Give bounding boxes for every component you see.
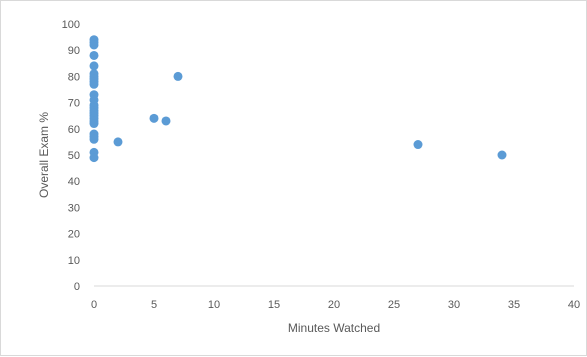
y-tick-label: 100 [62, 19, 80, 31]
data-point [161, 116, 171, 126]
y-tick-label: 20 [68, 229, 80, 241]
data-point [173, 71, 183, 81]
data-point [89, 50, 99, 60]
data-point [89, 119, 99, 129]
x-axis-tick-labels: 0 5 10 15 20 25 30 35 40 [91, 299, 580, 311]
y-tick-label: 30 [68, 202, 80, 214]
y-tick-label: 40 [68, 176, 80, 188]
x-tick-label: 35 [508, 299, 520, 311]
y-tick-label: 0 [74, 281, 80, 293]
y-tick-label: 10 [68, 255, 80, 267]
y-axis-title: Overall Exam % [37, 112, 51, 198]
data-point [89, 61, 99, 71]
y-tick-label: 90 [68, 45, 80, 57]
data-point [89, 153, 99, 163]
x-tick-label: 10 [208, 299, 220, 311]
y-axis-tick-labels: 0 10 20 30 40 50 60 70 80 90 100 [62, 19, 80, 293]
x-tick-label: 5 [151, 299, 157, 311]
x-tick-label: 15 [268, 299, 280, 311]
data-point [89, 79, 99, 89]
data-point [89, 40, 99, 50]
x-tick-label: 40 [568, 299, 580, 311]
y-tick-label: 60 [68, 124, 80, 136]
y-tick-label: 70 [68, 98, 80, 110]
data-point [497, 150, 507, 160]
x-tick-label: 25 [388, 299, 400, 311]
data-point [413, 140, 423, 150]
y-tick-label: 50 [68, 150, 80, 162]
data-point [89, 134, 99, 144]
x-tick-label: 0 [91, 299, 97, 311]
x-tick-label: 20 [328, 299, 340, 311]
data-points [89, 35, 507, 163]
y-tick-label: 80 [68, 71, 80, 83]
data-point [113, 137, 123, 147]
data-point [149, 113, 159, 123]
x-tick-label: 30 [448, 299, 460, 311]
x-axis-title: Minutes Watched [288, 321, 380, 335]
